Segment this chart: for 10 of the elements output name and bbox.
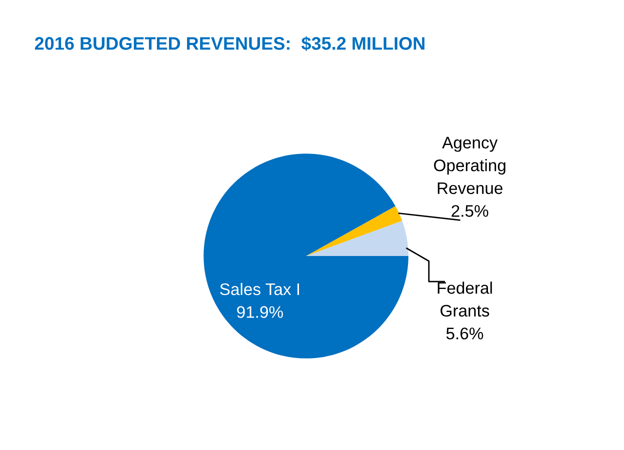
slice-label: Federal Grants bbox=[438, 282, 492, 317]
chart-title: 2016 BUDGETED REVENUES: $35.2 MILLION bbox=[34, 36, 424, 52]
data-label: 2.5% bbox=[452, 205, 488, 217]
pie-slice bbox=[306, 206, 402, 256]
pie-slice bbox=[204, 154, 408, 358]
pie-slice bbox=[306, 220, 408, 256]
slice-label: Sales Tax I bbox=[220, 282, 299, 296]
slice-label: Agency Operating Revenue bbox=[434, 136, 506, 194]
data-label: 91.9% bbox=[237, 306, 283, 318]
data-label: 5.6% bbox=[446, 328, 484, 340]
